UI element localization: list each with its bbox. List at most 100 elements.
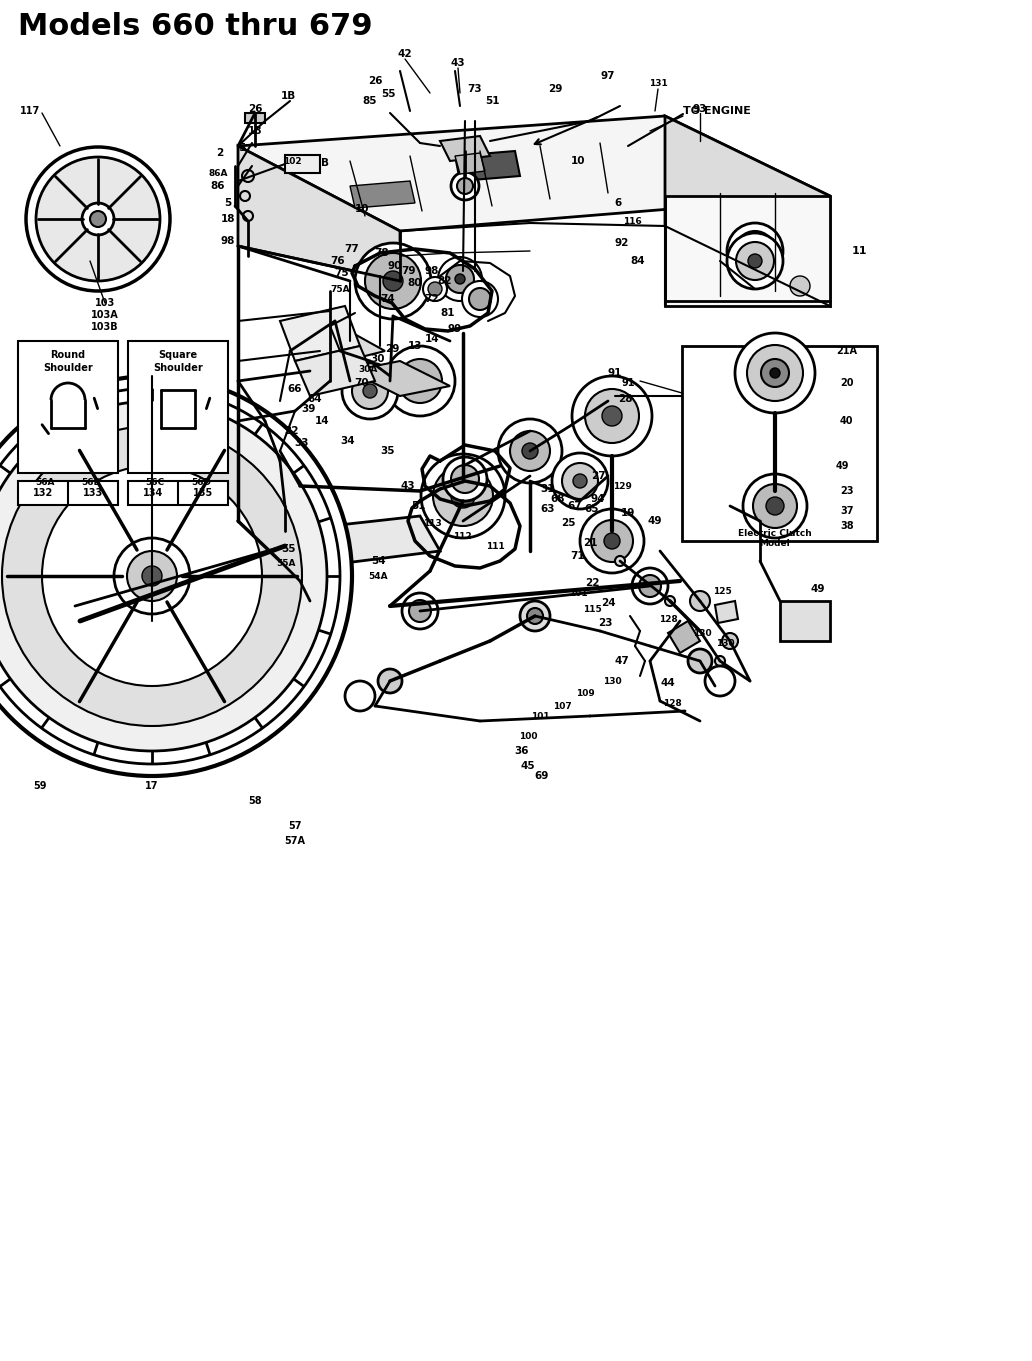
Circle shape [572, 376, 652, 456]
Text: 54A: 54A [368, 572, 388, 581]
Text: 66: 66 [288, 384, 302, 393]
Text: 135: 135 [193, 489, 214, 498]
Polygon shape [455, 152, 485, 174]
Text: Electric Clutch: Electric Clutch [738, 528, 812, 538]
Text: 42: 42 [397, 49, 413, 59]
Circle shape [433, 465, 493, 525]
Text: 115: 115 [583, 604, 602, 614]
Text: 64: 64 [308, 393, 322, 404]
Text: 97: 97 [601, 71, 615, 82]
Text: 98: 98 [425, 265, 440, 276]
Bar [682, 346, 877, 542]
Text: 49: 49 [648, 516, 663, 525]
Text: 29: 29 [385, 344, 399, 354]
Circle shape [342, 363, 398, 419]
Circle shape [240, 191, 250, 201]
Circle shape [42, 465, 262, 686]
Circle shape [522, 442, 538, 459]
Circle shape [378, 670, 402, 693]
Text: 63: 63 [541, 504, 555, 514]
Circle shape [451, 465, 479, 493]
Circle shape [727, 223, 783, 279]
Text: 82: 82 [438, 276, 452, 286]
Circle shape [90, 211, 106, 227]
Text: 30A: 30A [358, 365, 378, 373]
Text: 107: 107 [552, 701, 572, 710]
Text: 40: 40 [840, 416, 853, 426]
Circle shape [510, 431, 550, 471]
Circle shape [423, 278, 447, 301]
Polygon shape [280, 516, 315, 546]
Bar [285, 155, 320, 173]
Circle shape [743, 474, 807, 538]
Circle shape [735, 231, 775, 271]
Text: 18: 18 [248, 127, 262, 136]
Circle shape [2, 426, 302, 725]
Circle shape [498, 419, 562, 483]
Circle shape [791, 276, 810, 295]
Polygon shape [300, 327, 385, 361]
Text: 20: 20 [840, 378, 853, 388]
Polygon shape [665, 196, 830, 306]
Text: 125: 125 [713, 587, 732, 596]
Circle shape [363, 384, 377, 397]
Text: 6: 6 [614, 197, 621, 208]
Polygon shape [295, 346, 375, 396]
Text: 109: 109 [576, 689, 594, 697]
Text: 55: 55 [281, 544, 295, 554]
Text: 72: 72 [425, 294, 440, 304]
Circle shape [355, 244, 431, 318]
Bar [128, 480, 228, 505]
Circle shape [736, 242, 774, 280]
Text: 93: 93 [692, 103, 707, 114]
Text: 86: 86 [211, 181, 225, 191]
Text: 85: 85 [363, 97, 378, 106]
Text: 23: 23 [598, 618, 612, 627]
Polygon shape [290, 519, 325, 553]
Circle shape [451, 485, 475, 508]
Circle shape [352, 373, 388, 410]
Text: 10: 10 [571, 157, 585, 166]
Text: 2: 2 [217, 148, 224, 158]
Circle shape [722, 633, 738, 649]
Text: 116: 116 [622, 216, 641, 226]
Circle shape [409, 600, 431, 622]
Text: 74: 74 [381, 294, 395, 304]
Text: 10: 10 [355, 204, 369, 214]
Text: 18: 18 [221, 214, 235, 225]
Text: 75A: 75A [330, 284, 350, 294]
Circle shape [457, 178, 473, 195]
Text: 80: 80 [408, 278, 422, 289]
Text: 91: 91 [621, 378, 635, 388]
Text: 75: 75 [334, 268, 349, 278]
Text: 24: 24 [601, 597, 615, 608]
Text: 58: 58 [248, 796, 262, 806]
Circle shape [591, 520, 633, 562]
Circle shape [580, 509, 644, 573]
Circle shape [243, 211, 253, 220]
Text: 111: 111 [486, 542, 505, 550]
Text: 90: 90 [388, 261, 402, 271]
Text: 14: 14 [425, 333, 440, 344]
Text: 1B: 1B [281, 91, 295, 101]
Text: 65: 65 [585, 504, 600, 514]
Text: 51: 51 [411, 501, 425, 510]
Text: 19: 19 [621, 508, 635, 519]
Circle shape [142, 566, 162, 587]
Text: 130: 130 [603, 676, 621, 686]
Text: 38: 38 [840, 521, 853, 531]
Circle shape [0, 388, 340, 764]
Text: 99: 99 [448, 324, 462, 333]
Text: 26: 26 [367, 76, 382, 86]
Text: 17: 17 [146, 781, 159, 791]
Circle shape [127, 551, 178, 602]
Text: 103B: 103B [91, 323, 119, 332]
Circle shape [398, 359, 442, 403]
Circle shape [715, 656, 725, 666]
Circle shape [114, 538, 190, 614]
Text: 103A: 103A [91, 310, 119, 320]
Circle shape [632, 568, 668, 604]
Text: 43: 43 [400, 480, 415, 491]
Circle shape [438, 257, 482, 301]
Circle shape [602, 406, 622, 426]
